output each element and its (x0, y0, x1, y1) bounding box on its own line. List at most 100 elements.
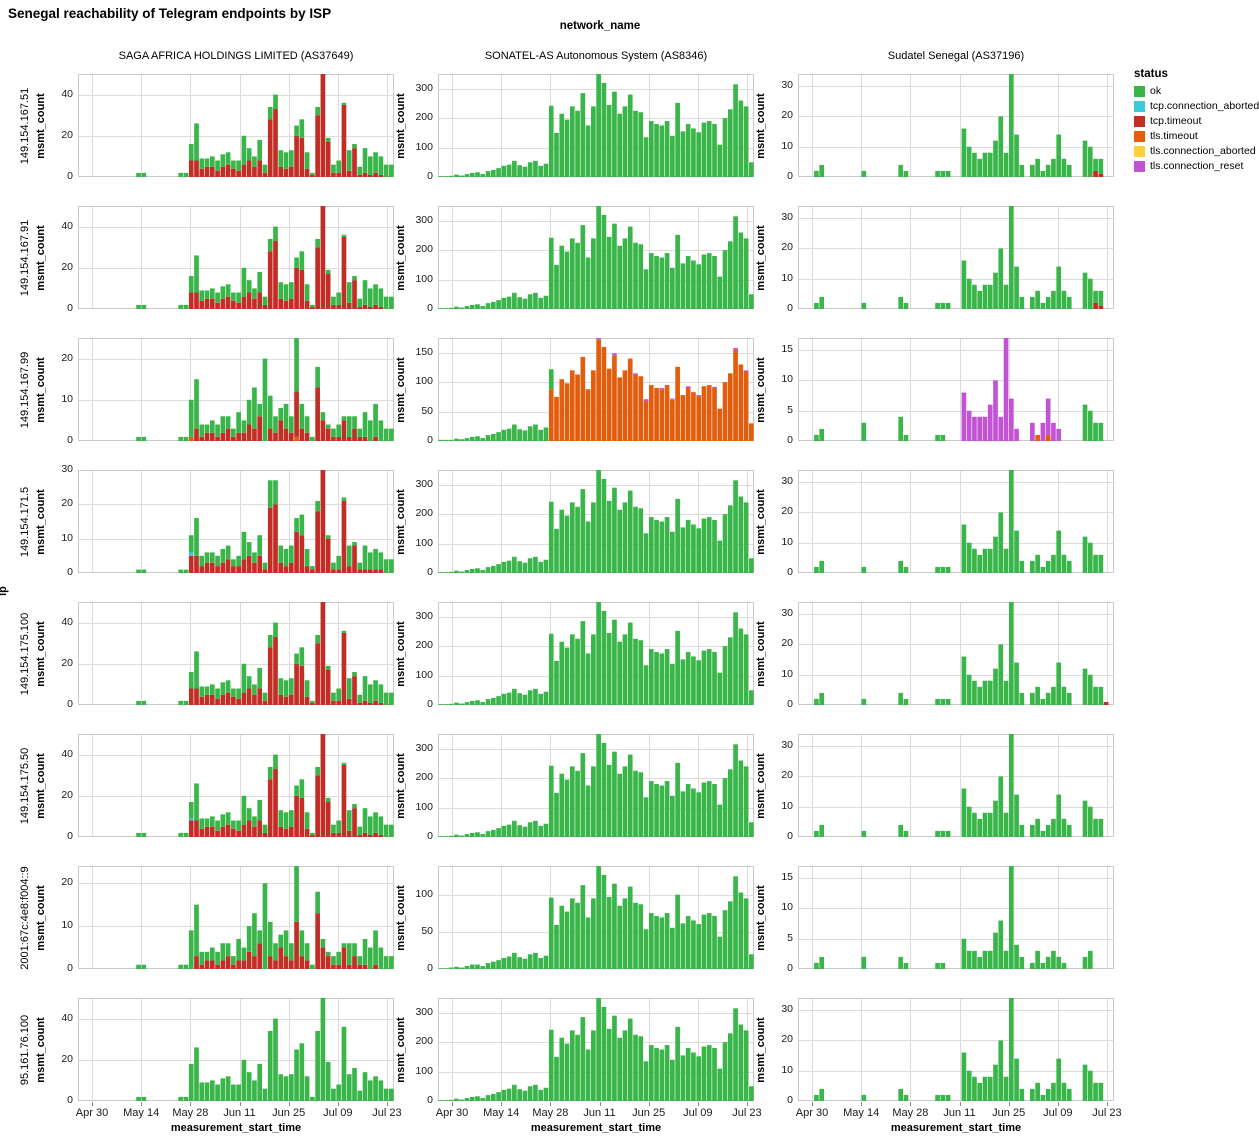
facet-row: 149.154.167.51 msmt_count 0 20 40 msmt_count 0… (16, 74, 1114, 182)
bars-layer (136, 998, 394, 1101)
y-axis-title: msmt_count (394, 998, 408, 1101)
y-axis-title-text: msmt_count (35, 488, 47, 555)
legend-label: ok (1150, 85, 1162, 97)
panel-r7c1: msmt_count 0 100 200 300 (394, 998, 754, 1106)
y-axis-title: msmt_count (34, 998, 48, 1101)
y-axis-title: msmt_count (754, 734, 768, 837)
panel-r2c2: msmt_count 0 5 10 15 (754, 338, 1114, 446)
y-tick-label: 0 (427, 1094, 433, 1106)
plot-area (798, 602, 1114, 705)
y-axis-title: msmt_count (34, 734, 48, 837)
x-tick-mark (861, 1102, 863, 1106)
bars-layer (136, 866, 394, 969)
y-tick-label: 0 (427, 434, 433, 446)
bars-chart (798, 206, 1114, 309)
panel-r1c0: msmt_count 0 20 40 (34, 206, 394, 314)
y-tick-labels: 0 100 200 300 (408, 470, 438, 578)
y-tick-label: 100 (415, 536, 433, 549)
y-axis-title: msmt_count (754, 998, 768, 1101)
y-tick-label: 50 (421, 404, 433, 417)
plot-area (78, 206, 394, 309)
y-axis-title: msmt_count (754, 866, 768, 969)
col-title-saga-africa: SAGA AFRICA HOLDINGS LIMITED (AS37649) (118, 50, 354, 62)
y-axis-title: msmt_count (34, 602, 48, 705)
plot-area (438, 338, 754, 441)
y-tick-label: 5 (787, 403, 793, 416)
bars-layer (438, 602, 754, 705)
y-tick-label: 10 (781, 1063, 793, 1076)
x-axis-col1: Apr 30 May 14 May 28 Jun 11 Jun 25 Jul 09 Jul … (394, 1102, 762, 1122)
row-ip-label: 2001:67c:4e8:f004::9 (16, 866, 34, 969)
panel-r5c1: msmt_count 0 100 200 300 (394, 734, 754, 842)
x-tick-label: Jul 09 (683, 1107, 713, 1119)
bars-layer (136, 74, 394, 177)
x-tick-mark (1106, 1102, 1108, 1106)
y-tick-label: 0 (427, 302, 433, 314)
y-axis-title-text: msmt_count (755, 884, 767, 951)
x-tick-mark (550, 1102, 552, 1106)
panel-r1c2: msmt_count 0 10 20 30 (754, 206, 1114, 314)
x-axis-title: measurement_start_time (530, 1122, 662, 1134)
row-ip-label: 149.154.171.5 (16, 470, 34, 573)
y-tick-label: 30 (781, 739, 793, 752)
panel-r2c1: msmt_count 0 50 100 150 (394, 338, 754, 446)
bars-layer (438, 866, 754, 969)
y-axis-title-text: msmt_count (395, 224, 407, 291)
facet-row: 2001:67c:4e8:f004::9 msmt_count 0 10 20 msmt_… (16, 866, 1114, 974)
bars-chart (438, 602, 754, 705)
plot-area (798, 206, 1114, 309)
x-tick-label: May 14 (843, 1107, 880, 1119)
y-tick-label: 300 (415, 609, 433, 622)
y-tick-label: 0 (427, 698, 433, 710)
bars-chart (78, 602, 394, 705)
panel-r1c1: msmt_count 0 100 200 300 (394, 206, 754, 314)
y-tick-labels: 0 5 10 15 (768, 866, 798, 974)
legend-title: status (1134, 68, 1168, 80)
bars-layer (438, 470, 754, 573)
plot-area (438, 734, 754, 837)
y-tick-label: 10 (781, 901, 793, 914)
y-axis-title: msmt_count (754, 74, 768, 177)
y-tick-labels: 0 100 200 300 (408, 602, 438, 710)
y-tick-label: 20 (781, 109, 793, 122)
y-tick-label: 20 (61, 260, 73, 273)
x-tick-mark (386, 1102, 388, 1106)
legend-swatch-tls-timeout (1134, 130, 1145, 142)
x-tick-mark (337, 1102, 339, 1106)
legend-item-tls-timeout: tls.timeout (1134, 130, 1258, 142)
bars-chart (438, 338, 754, 441)
bars-chart (438, 998, 754, 1101)
bars-layer (136, 470, 394, 573)
panel-r6c1: msmt_count 0 50 100 (394, 866, 754, 974)
x-axis-col2: Apr 30 May 14 May 28 Jun 11 Jun 25 Jul 09 Jul … (754, 1102, 1122, 1122)
y-tick-label: 150 (415, 345, 433, 358)
y-tick-label: 200 (415, 771, 433, 784)
y-tick-label: 0 (787, 698, 793, 710)
row-axis-title-ip: ip (0, 586, 9, 596)
y-axis-title-text: msmt_count (395, 92, 407, 159)
plot-area (78, 74, 394, 177)
y-axis-title: msmt_count (754, 206, 768, 309)
plot-area (798, 470, 1114, 573)
x-tick-label: Jul 23 (1092, 1107, 1122, 1119)
y-tick-label: 0 (787, 434, 793, 446)
bars-chart (78, 866, 394, 969)
facet-row: 149.154.175.100 msmt_count 0 20 40 msmt_count… (16, 602, 1114, 710)
bars-layer (136, 338, 394, 441)
plot-area (78, 734, 394, 837)
y-tick-label: 20 (61, 876, 73, 889)
y-axis-title: msmt_count (754, 470, 768, 573)
y-tick-label: 10 (61, 392, 73, 405)
y-axis-title-text: msmt_count (35, 620, 47, 687)
x-tick-label: Apr 30 (795, 1107, 829, 1119)
y-tick-label: 10 (781, 535, 793, 548)
x-tick-mark (288, 1102, 290, 1106)
y-tick-label: 20 (781, 637, 793, 650)
bars-chart (438, 470, 754, 573)
y-axis-title: msmt_count (754, 602, 768, 705)
legend-item-tls-connection-reset: tls.connection_reset (1134, 160, 1258, 172)
bars-chart (798, 338, 1114, 441)
bars-chart (78, 206, 394, 309)
bars-chart (78, 470, 394, 573)
